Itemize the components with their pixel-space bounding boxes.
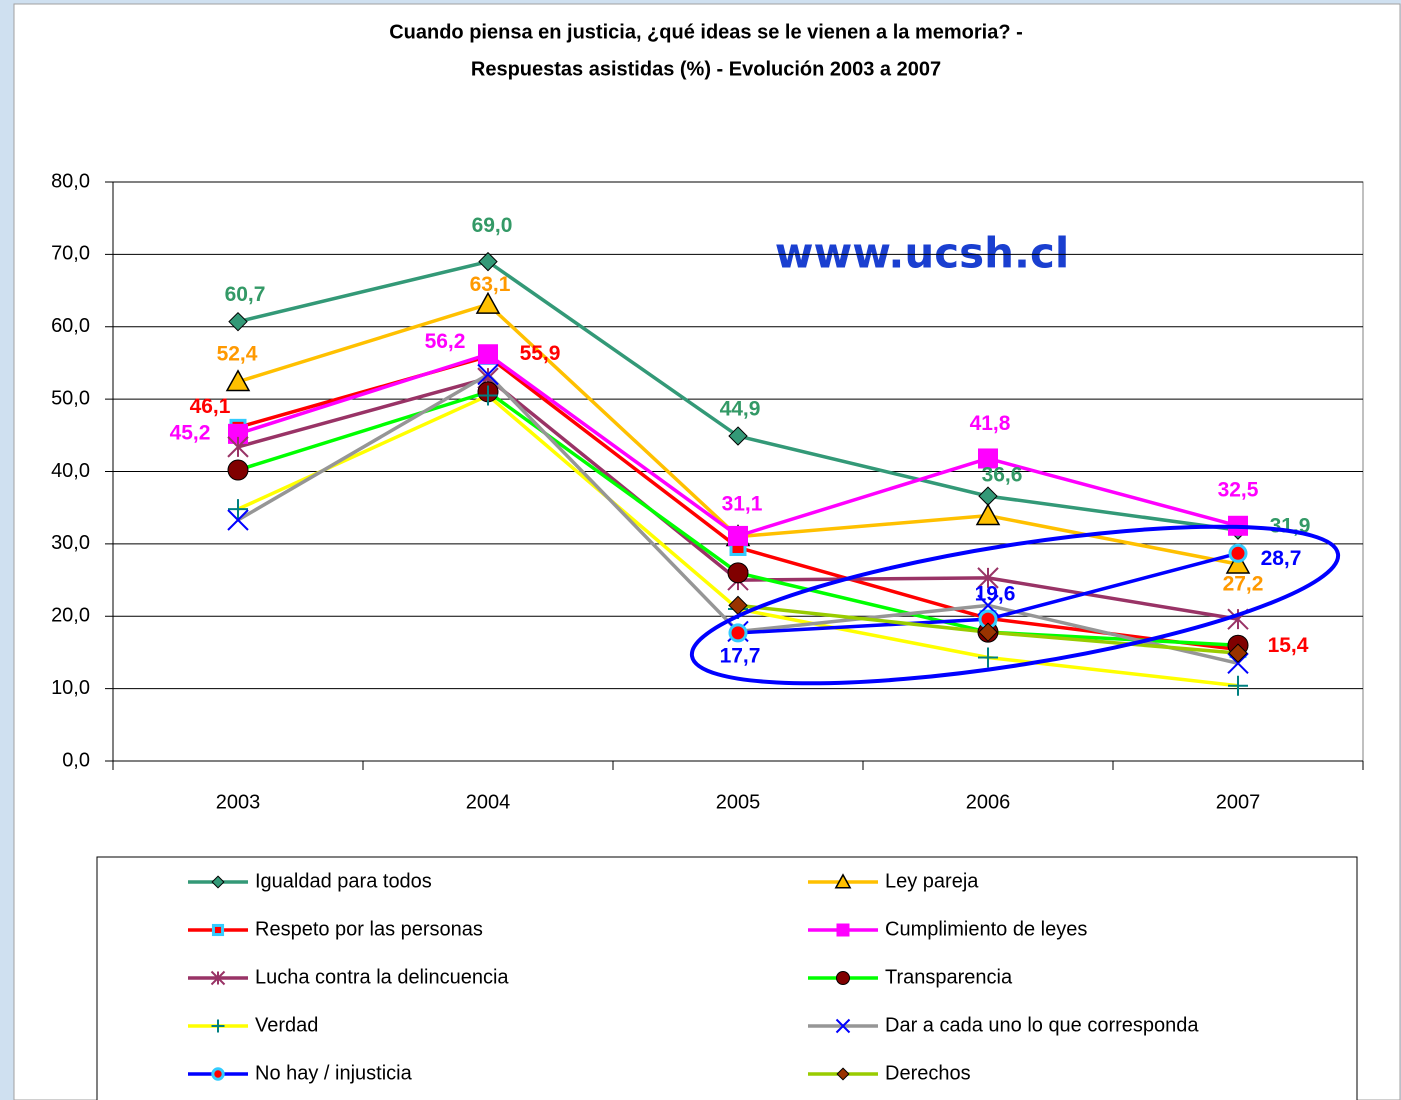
- marker: [228, 423, 248, 444]
- y-tick-label: 80,0: [51, 170, 90, 192]
- legend-label: Verdad: [255, 1014, 318, 1036]
- marker: [475, 291, 501, 314]
- data-label: 41,8: [970, 412, 1011, 435]
- marker: [836, 971, 850, 985]
- data-label: 15,4: [1268, 634, 1309, 657]
- legend-label: Ley pareja: [885, 870, 979, 892]
- legend-label: Respeto por las personas: [255, 918, 483, 940]
- data-label: 36,6: [982, 464, 1023, 487]
- marker: [1225, 551, 1251, 574]
- data-label: 44,9: [720, 398, 761, 421]
- y-tick-label: 50,0: [51, 387, 90, 409]
- marker: [210, 970, 226, 986]
- marker: [227, 436, 249, 458]
- marker: [225, 369, 251, 392]
- legend-label: Transparencia: [885, 966, 1013, 988]
- y-tick-label: 20,0: [51, 605, 90, 627]
- marker: [728, 525, 748, 546]
- x-tick-label: 2007: [1216, 791, 1261, 813]
- marker: [977, 567, 999, 589]
- legend: Igualdad para todos Ley pareja Respeto por…: [188, 870, 1199, 1084]
- marker: [834, 873, 852, 889]
- data-label: 31,1: [722, 492, 763, 515]
- x-tick-label: 2004: [466, 791, 511, 813]
- chart-title: Cuando piensa en justicia, ¿qué ideas se…: [389, 21, 1023, 43]
- marker: [211, 1019, 225, 1033]
- marker: [228, 311, 248, 332]
- x-tick-label: 2005: [716, 791, 761, 813]
- marker: [227, 459, 249, 481]
- data-label: 63,1: [470, 273, 511, 296]
- legend-label: No hay / injusticia: [255, 1062, 413, 1084]
- marker: [211, 923, 225, 937]
- marker: [835, 1018, 851, 1034]
- highlight-ellipse: [689, 524, 1341, 686]
- data-label: 32,5: [1218, 478, 1259, 501]
- data-label: 60,7: [225, 283, 266, 306]
- marker: [975, 503, 1001, 526]
- marker: [1227, 652, 1249, 675]
- legend-label: Derechos: [885, 1062, 971, 1084]
- data-label: 17,7: [720, 644, 761, 667]
- marker: [728, 623, 748, 643]
- data-label: 46,1: [190, 395, 231, 418]
- x-tick-label: 2003: [216, 791, 261, 813]
- y-tick-label: 0,0: [62, 749, 90, 771]
- marker: [478, 344, 498, 365]
- legend-label: Lucha contra la delincuencia: [255, 966, 509, 988]
- x-tick-label: 2006: [966, 791, 1011, 813]
- plot: 0,0 10,0 20,0 30,0 40,0 50,0 60,0 70,0 80,0 2003 2…: [51, 170, 1364, 813]
- marker: [978, 622, 998, 642]
- data-label: 52,4: [217, 342, 258, 365]
- legend-label: Igualdad para todos: [255, 870, 432, 892]
- marker: [978, 647, 998, 668]
- data-label: 19,6: [975, 583, 1016, 606]
- legend-label: Dar a cada uno lo que corresponda: [885, 1014, 1199, 1036]
- marker: [836, 923, 850, 937]
- marker: [1228, 543, 1248, 563]
- marker: [1228, 675, 1248, 696]
- data-label: 28,7: [1261, 547, 1302, 570]
- y-tick-label: 30,0: [51, 532, 90, 554]
- y-tick-label: 60,0: [51, 315, 90, 337]
- marker: [211, 875, 225, 889]
- marker: [478, 385, 498, 406]
- watermark: www.ucsh.cl: [775, 229, 1070, 278]
- legend-label: Cumplimiento de leyes: [885, 918, 1087, 940]
- marker: [477, 363, 499, 386]
- marker: [211, 1067, 225, 1081]
- marker: [227, 509, 249, 531]
- data-label: 69,0: [472, 214, 513, 237]
- marker: [727, 562, 749, 584]
- marker: [978, 448, 998, 469]
- marker: [228, 499, 248, 520]
- marker: [977, 594, 999, 617]
- chart-subtitle: Respuestas asistidas (%) - Evolución 200…: [471, 58, 941, 80]
- marker: [1228, 643, 1248, 663]
- data-label: 27,2: [1223, 573, 1264, 596]
- y-tick-label: 70,0: [51, 243, 90, 265]
- y-tick-label: 10,0: [51, 677, 90, 699]
- y-tick-label: 40,0: [51, 460, 90, 482]
- data-label: 55,9: [520, 342, 561, 365]
- marker: [478, 251, 498, 272]
- data-label: 45,2: [170, 421, 211, 444]
- marker: [728, 426, 748, 446]
- legend-box: [96, 856, 1358, 1100]
- data-label: 56,2: [425, 330, 466, 353]
- marker: [836, 1067, 850, 1081]
